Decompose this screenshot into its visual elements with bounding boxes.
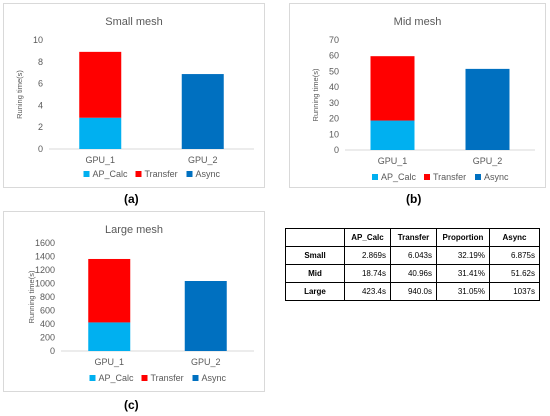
y-axis-label: Running time(s) [27,270,36,323]
legend-swatch [135,171,142,177]
table-cell: 2.869s [344,246,391,265]
y-tick-label: 1600 [35,238,55,248]
x-tick-label: GPU_1 [378,156,408,166]
legend-swatch [89,375,96,381]
legend-swatch [192,375,199,381]
table-cell: 940.0s [390,282,437,301]
table-cell: 423.4s [344,282,391,301]
legend-label: AP_Calc [99,373,135,383]
table-row-header: Large [285,282,345,301]
y-tick-label: 10 [33,35,43,45]
y-tick-label: 30 [329,98,339,108]
panel-label-b: (b) [406,192,422,206]
table-header-cell: AP_Calc [344,228,391,247]
y-tick-label: 4 [38,100,43,110]
table-cell: 18.74s [344,264,391,283]
legend-swatch [141,375,148,381]
y-tick-label: 800 [40,292,55,302]
y-tick-label: 60 [329,51,339,61]
table-header-row: AP_Calc Transfer Proportion Async [285,228,540,247]
panel-label-c: (c) [124,398,139,412]
table-row-header: Mid [285,264,345,283]
legend-label: Transfer [151,373,184,383]
legend-label: Async [196,169,221,179]
chart-panel-mid: Mid mesh 0 10 20 30 40 50 60 70 Running time(s) G… [289,3,546,188]
bar-ap-calc [79,117,122,149]
y-tick-label: 0 [38,144,43,154]
x-tick-label: GPU_2 [191,357,221,367]
table-row: Large 423.4s 940.0s 31.05% 1037s [285,282,540,301]
table-cell: 31.05% [436,282,490,301]
x-tick-label: GPU_1 [85,155,115,165]
y-tick-label: 6 [38,79,43,89]
bar-ap-calc [370,120,415,150]
summary-table: AP_Calc Transfer Proportion Async Small … [285,228,540,301]
bar-transfer [370,56,415,121]
y-tick-label: 0 [50,346,55,356]
y-axis-label: Runing time(s) [15,70,24,119]
y-tick-label: 1000 [35,279,55,289]
table-cell: 31.41% [436,264,490,283]
y-tick-label: 8 [38,57,43,67]
y-tick-label: 1200 [35,265,55,275]
legend-swatch [372,174,378,180]
table-header-cell: Transfer [390,228,437,247]
table-cell: 6.875s [489,246,540,265]
y-tick-label: 10 [329,129,339,139]
bar-ap-calc [88,322,131,351]
y-tick-label: 0 [334,145,339,155]
legend-label: Async [202,373,227,383]
table-cell: 40.96s [390,264,437,283]
chart-svg-small: 0 2 4 6 8 10 Runing time(s) GPU_1 GPU_2 AP_Calc Tr… [15,35,254,179]
table-cell: 1037s [489,282,540,301]
x-tick-label: GPU_1 [94,357,124,367]
bar-async [184,281,227,351]
table-cell: 6.043s [390,246,437,265]
table-row: Small 2.869s 6.043s 32.19% 6.875s [285,246,540,265]
table-row: Mid 18.74s 40.96s 31.41% 51.62s [285,264,540,283]
legend-swatch [475,174,481,180]
legend-label: Transfer [145,169,178,179]
legend-swatch [83,171,90,177]
chart-title: Large mesh [104,224,164,236]
legend-swatch [186,171,193,177]
table-header-cell: Async [489,228,540,247]
legend-swatch [424,174,430,180]
y-tick-label: 1400 [35,252,55,262]
y-tick-label: 2 [38,122,43,132]
table-row-header: Small [285,246,345,265]
table-header-cell [285,228,345,247]
y-tick-label: 50 [329,66,339,76]
table-header-cell: Proportion [436,228,490,247]
chart-title: Mid mesh [393,16,442,28]
chart-title: Small mesh [105,16,163,28]
y-tick-label: 40 [329,82,339,92]
table-cell: 32.19% [436,246,490,265]
y-tick-label: 20 [329,114,339,124]
chart-svg-large: 0 200 400 600 800 1000 1200 1400 1600 Running tim… [27,238,254,383]
bar-async [181,74,224,149]
legend-label: Async [484,172,509,182]
chart-panel-small: Small mesh 0 2 4 6 8 10 Runing time(s) GPU_1 GPU… [3,3,265,188]
x-tick-label: GPU_2 [473,156,503,166]
chart-svg-mid: 0 10 20 30 40 50 60 70 Running time(s) GPU_1 GPU_2… [311,35,535,182]
bar-transfer [88,258,131,323]
y-axis-label: Running time(s) [311,68,320,121]
y-tick-label: 600 [40,306,55,316]
bar-transfer [79,51,122,118]
y-tick-label: 70 [329,35,339,45]
x-tick-label: GPU_2 [188,155,218,165]
y-tick-label: 200 [40,333,55,343]
bar-async [465,68,510,150]
y-tick-label: 400 [40,319,55,329]
legend-label: AP_Calc [381,172,417,182]
chart-panel-large: Large mesh 0 200 400 600 800 1000 1200 1400 1600… [3,211,265,392]
legend-label: Transfer [433,172,466,182]
legend-label: AP_Calc [93,169,129,179]
table-cell: 51.62s [489,264,540,283]
panel-label-a: (a) [124,192,139,206]
